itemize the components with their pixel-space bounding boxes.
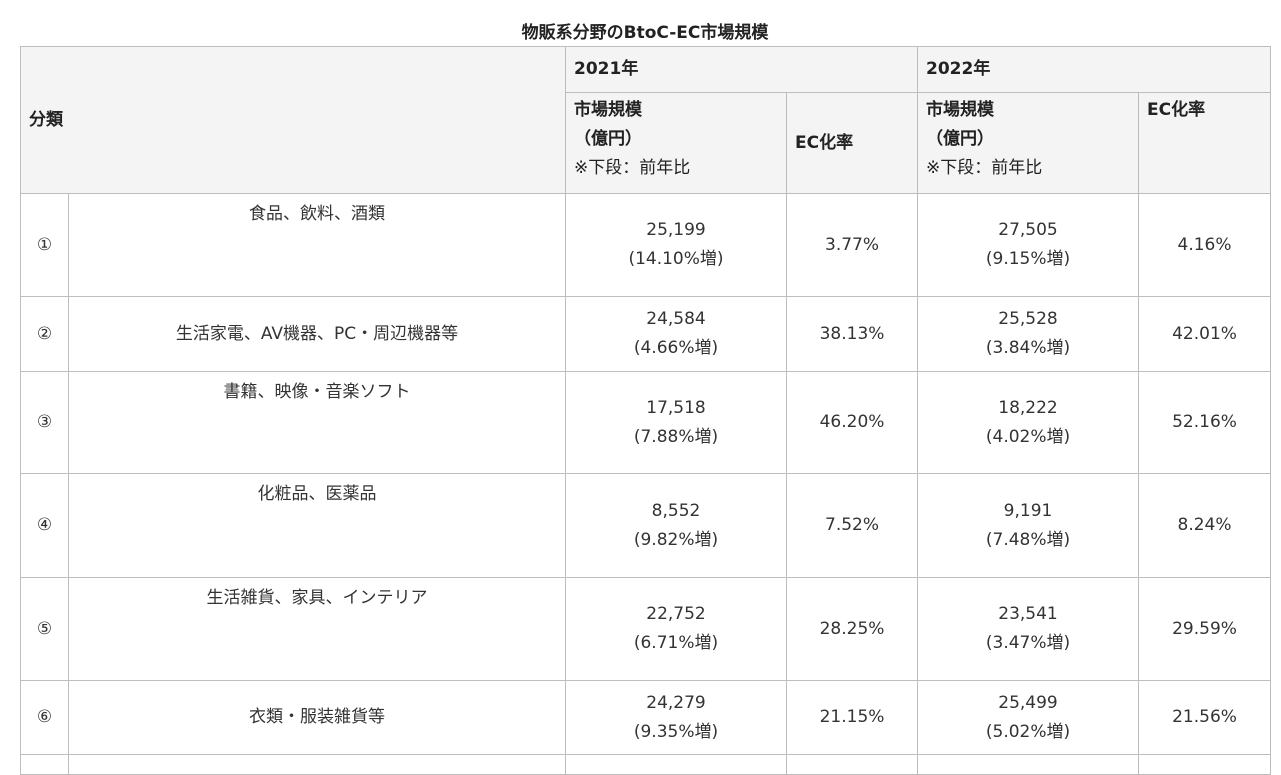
ec-rate-2022: 8.24% xyxy=(1138,473,1272,578)
row-number: ⑤ xyxy=(20,577,69,681)
header-ec-rate-2022: EC化率 xyxy=(1138,92,1272,194)
category-name: 衣類・服装雑貨等 xyxy=(68,680,566,755)
table-row: ⑤ 生活雑貨、家具、インテリア 22,752 (6.71%増) 28.25% 23,541… xyxy=(20,577,1272,681)
ec-market-table: 分類 2021年 2022年 市場規模 （億円） ※下段：前年比 EC化率 市場… xyxy=(20,46,1272,775)
header-year-2022: 2022年 xyxy=(917,46,1272,93)
market-size-2021: 24,279 (9.35%増) xyxy=(565,680,787,755)
growth-rate: (7.88%増) xyxy=(633,426,719,447)
market-size-2022: 25,499 (5.02%増) xyxy=(917,680,1140,755)
market-size-value: 25,199 xyxy=(646,220,706,240)
market-size-value: 22,752 xyxy=(646,604,706,624)
ec-rate-2022: 21.56% xyxy=(1138,680,1272,755)
ec-rate-2022: 42.01% xyxy=(1138,296,1272,372)
table-row: ③ 書籍、映像・音楽ソフト 17,518 (7.88%増) 46.20% 18,222 (4… xyxy=(20,371,1272,474)
market-size-2022: 23,541 (3.47%増) xyxy=(917,577,1140,681)
growth-rate: (5.02%増) xyxy=(985,721,1071,742)
growth-rate: (4.66%増) xyxy=(633,338,719,358)
growth-rate: (3.84%増) xyxy=(985,338,1071,358)
table-row: ⑥ 衣類・服装雑貨等 24,279 (9.35%増) 21.15% 25,499 (5.02… xyxy=(20,680,1272,755)
market-size-2021: 24,584 (4.66%増) xyxy=(565,296,787,372)
ec-rate-2021: 3.77% xyxy=(785,193,919,297)
row-number: ⑥ xyxy=(20,680,69,755)
market-size-value: 27,505 xyxy=(998,220,1058,240)
ec-rate-2021: 28.25% xyxy=(785,577,919,681)
market-size-2021: 22,752 (6.71%増) xyxy=(565,577,787,681)
row-number: ③ xyxy=(20,371,69,474)
market-size-value: 8,552 xyxy=(651,500,701,521)
market-size-2022: 18,222 (4.02%増) xyxy=(917,371,1140,474)
category-name: 生活家電、AV機器、PC・周辺機器等 xyxy=(68,296,566,372)
header-note: ※下段：前年比 xyxy=(926,158,1043,178)
header-unit-label: （億円） xyxy=(574,129,642,149)
row-number: ② xyxy=(20,296,69,372)
growth-rate: (9.82%増) xyxy=(633,529,719,550)
market-size-value: 17,518 xyxy=(646,397,706,418)
category-name: 書籍、映像・音楽ソフト xyxy=(68,371,566,474)
category-name: 化粧品、医薬品 xyxy=(68,473,566,578)
ec-rate-2021: 46.20% xyxy=(785,371,919,474)
growth-rate: (3.47%増) xyxy=(985,633,1071,653)
market-size-value: 25,528 xyxy=(998,309,1058,329)
growth-rate: (14.10%増) xyxy=(628,249,724,269)
growth-rate: (6.71%増) xyxy=(633,633,719,653)
header-market-size-2021: 市場規模 （億円） ※下段：前年比 xyxy=(565,92,787,194)
category-name: 生活雑貨、家具、インテリア xyxy=(68,577,566,681)
growth-rate: (7.48%増) xyxy=(985,529,1071,550)
table-row: ② 生活家電、AV機器、PC・周辺機器等 24,584 (4.66%増) 38.13% 2… xyxy=(20,296,1272,372)
ec-rate-2021: 38.13% xyxy=(785,296,919,372)
market-size-value: 24,584 xyxy=(646,309,706,329)
market-size-value: 18,222 xyxy=(998,397,1058,418)
table-row: ① 食品、飲料、酒類 25,199 (14.10%増) 3.77% 27,505 (9.15… xyxy=(20,193,1272,297)
table-title: 物販系分野のBtoC-EC市場規模 xyxy=(521,23,769,43)
market-size-2022: 27,505 (9.15%増) xyxy=(917,193,1140,297)
category-name: 食品、飲料、酒類 xyxy=(68,193,566,297)
header-ec-rate-2021: EC化率 xyxy=(785,92,919,194)
ec-rate-2022: 4.16% xyxy=(1138,193,1272,297)
market-size-2022: 9,191 (7.48%増) xyxy=(917,473,1140,578)
market-size-2021: 17,518 (7.88%増) xyxy=(565,371,787,474)
market-size-value: 9,191 xyxy=(1003,500,1053,521)
header-category: 分類 xyxy=(20,46,566,194)
growth-rate: (4.02%増) xyxy=(985,426,1071,447)
header-market-size-label: 市場規模 xyxy=(926,100,995,120)
growth-rate: (9.35%増) xyxy=(633,721,719,742)
ec-rate-2021: 21.15% xyxy=(785,680,919,755)
ec-rate-2022: 29.59% xyxy=(1138,577,1272,681)
ec-rate-2021: 7.52% xyxy=(785,473,919,578)
header-market-size-2022: 市場規模 （億円） ※下段：前年比 xyxy=(917,92,1140,194)
ec-rate-2022: 52.16% xyxy=(1138,371,1272,474)
market-size-value: 23,541 xyxy=(998,604,1058,624)
table-row: ④ 化粧品、医薬品 8,552 (9.82%増) 7.52% 9,191 (7.48%増) 8… xyxy=(20,473,1272,578)
header-year-2021: 2021年 xyxy=(564,46,919,93)
market-size-2021: 25,199 (14.10%増) xyxy=(565,193,787,297)
market-size-2021: 8,552 (9.82%増) xyxy=(565,473,787,578)
header-note: ※下段：前年比 xyxy=(574,158,691,178)
market-size-value: 25,499 xyxy=(998,692,1058,713)
row-number: ① xyxy=(20,193,69,297)
header-market-size-label: 市場規模 xyxy=(574,100,642,120)
market-size-value: 24,279 xyxy=(646,692,706,713)
row-number: ④ xyxy=(20,473,69,578)
header-unit-label: （億円） xyxy=(926,129,995,149)
market-size-2022: 25,528 (3.84%増) xyxy=(917,296,1140,372)
growth-rate: (9.15%増) xyxy=(985,249,1071,269)
